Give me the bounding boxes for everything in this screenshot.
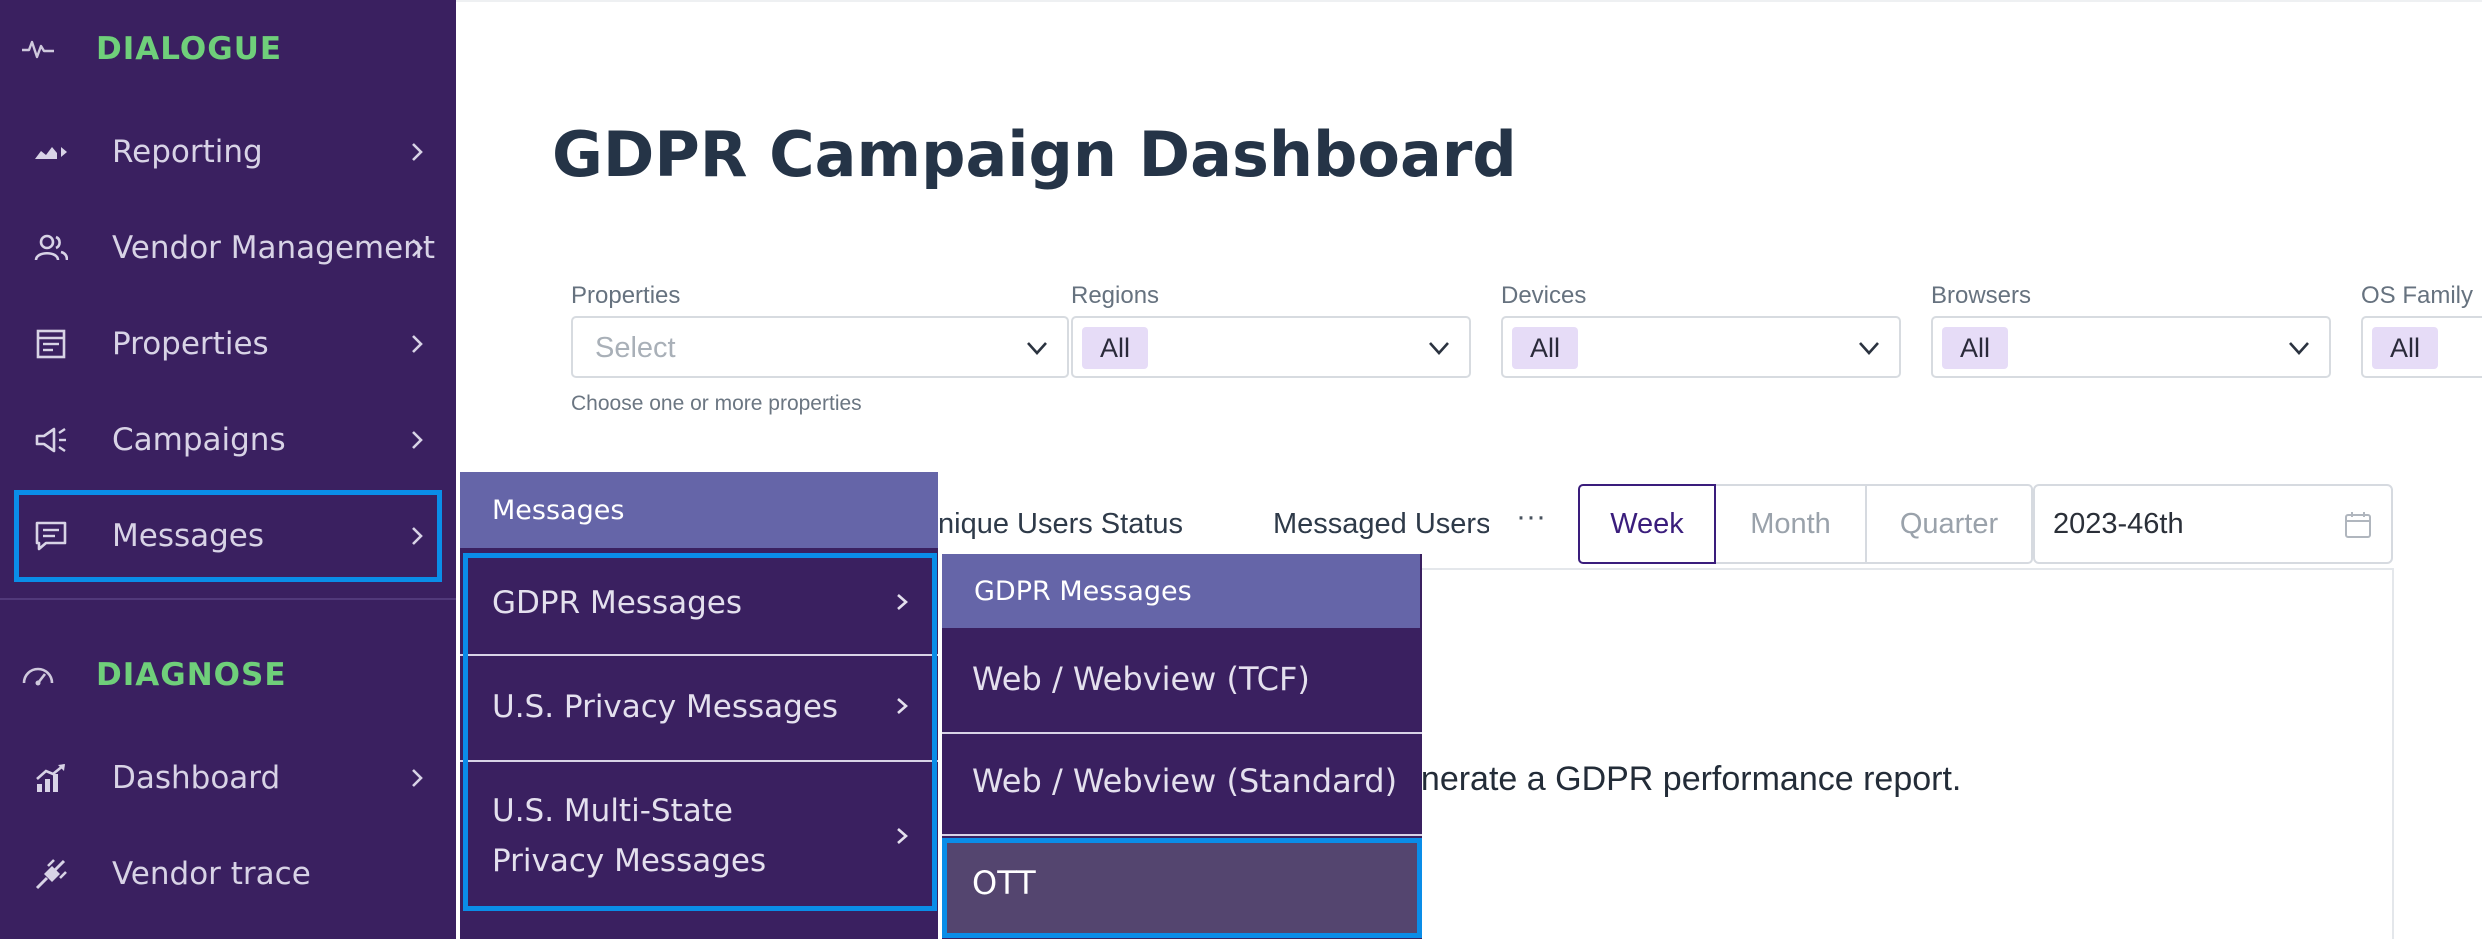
chevron-down-icon [2285,334,2313,362]
filter-devices: Devices All [1501,282,1901,378]
selected-tag: All [1082,327,1149,369]
section-label: DIALOGUE [96,31,283,67]
flyout-header-label: Messages [492,494,625,526]
chevron-down-icon [1425,334,1453,362]
menu-item-ott[interactable]: OTT [942,838,1422,938]
menu-item-web-webview-tcf[interactable]: Web / Webview (TCF) [942,634,1422,734]
devices-select[interactable]: All [1501,316,1901,378]
filter-browsers: Browsers All [1931,282,2331,378]
megaphone-icon [30,419,72,461]
sidebar-item-label: Vendor trace [112,856,311,892]
sidebar-item-label: Dashboard [112,760,281,796]
messages-flyout-menu: Messages GDPR Messages U.S. Privacy Mess… [460,472,938,939]
chevron-right-icon [894,590,914,620]
date-value: 2023-46th [2053,508,2184,540]
report-card [1380,568,2394,939]
section-label: DIAGNOSE [96,657,287,693]
chevron-right-icon [406,763,428,793]
filter-label: Regions [1071,282,1160,309]
sidebar-item-label: Vendor Management [112,230,435,266]
section-dialogue: DIALOGUE [0,14,456,84]
period-quarter-button[interactable]: Quarter [1865,484,2033,564]
sidebar: DIALOGUE Reporting Vendor Management Pro… [0,0,456,939]
menu-item-label: Web / Webview (TCF) [972,660,1310,698]
sidebar-item-label: Properties [112,326,269,362]
message-icon [30,515,72,557]
chevron-right-icon [406,329,428,359]
sidebar-item-reporting[interactable]: Reporting [0,104,456,200]
regions-select[interactable]: All [1071,316,1471,378]
filter-label: Browsers [1931,282,2032,309]
flyout-header-label: GDPR Messages [974,575,1192,607]
plug-icon [30,853,72,895]
chart-icon [30,131,72,173]
gauge-icon [18,655,58,695]
filter-regions: Regions All [1071,282,1471,378]
sidebar-item-properties[interactable]: Properties [0,296,456,392]
filter-label: Properties [571,282,681,309]
menu-item-web-webview-standard[interactable]: Web / Webview (Standard) [942,736,1422,836]
selected-tag: All [1512,327,1579,369]
tab-unique-users-status[interactable]: nique Users Status [938,508,1184,540]
users-icon [30,227,72,269]
chevron-right-icon [406,521,428,551]
sidebar-item-messages[interactable]: Messages [14,490,442,582]
calendar-icon [2343,510,2373,540]
sidebar-item-dashboard[interactable]: Dashboard [0,730,456,826]
os-family-select[interactable]: All [2361,316,2482,378]
chevron-right-icon [406,233,428,263]
selected-tag: All [2372,327,2439,369]
period-month-button[interactable]: Month [1714,484,1867,564]
chevron-right-icon [894,824,914,854]
activity-pulse-icon [18,29,58,69]
week-date-picker[interactable]: 2023-46th [2033,484,2393,564]
menu-item-label: OTT [972,864,1036,902]
filter-properties: Properties Select [571,282,1069,378]
period-week-button[interactable]: Week [1578,484,1716,564]
menu-item-label: U.S. Privacy Messages [492,689,839,725]
flyout-header: GDPR Messages [942,554,1420,628]
filter-label: OS Family [2361,282,2474,309]
sidebar-item-label: Campaigns [112,422,286,458]
chevron-right-icon [406,137,428,167]
filter-os-family: OS Family All [2361,282,2482,378]
browsers-select[interactable]: All [1931,316,2331,378]
select-placeholder: Select [595,332,676,364]
flyout-header: Messages [460,472,938,548]
property-icon [30,323,72,365]
properties-select[interactable]: Select [571,316,1069,378]
trend-chart-icon [30,757,72,799]
chevron-right-icon [894,694,914,724]
menu-item-label: GDPR Messages [492,585,742,621]
report-empty-message: enerate a GDPR performance report. [1402,760,1962,798]
menu-item-us-multistate-privacy-messages[interactable]: U.S. Multi-State Privacy Messages [460,764,938,914]
top-border [456,0,2482,2]
sidebar-item-vendor-trace[interactable]: Vendor trace [0,826,456,922]
menu-item-label: U.S. Multi-State Privacy Messages [492,793,767,879]
section-diagnose: DIAGNOSE [0,640,456,710]
gdpr-messages-flyout-menu: GDPR Messages Web / Webview (TCF) Web / … [942,554,1422,939]
sidebar-item-vendor-management[interactable]: Vendor Management [0,200,456,296]
sidebar-item-campaigns[interactable]: Campaigns [0,392,456,488]
filter-label: Devices [1501,282,1587,309]
more-tabs-button[interactable]: ··· [1516,500,1546,533]
sidebar-divider [0,598,456,600]
menu-item-us-privacy-messages[interactable]: U.S. Privacy Messages [460,658,938,762]
selected-tag: All [1942,327,2009,369]
chevron-down-icon [1023,334,1051,362]
menu-item-gdpr-messages[interactable]: GDPR Messages [460,552,938,656]
chevron-right-icon [406,425,428,455]
chevron-down-icon [1855,334,1883,362]
menu-item-label: Web / Webview (Standard) [972,762,1398,800]
page-title: GDPR Campaign Dashboard [552,118,1517,191]
properties-helper-text: Choose one or more properties [571,392,862,415]
sidebar-item-label: Messages [112,518,265,554]
sidebar-item-label: Reporting [112,134,263,170]
tab-messaged-users[interactable]: Messaged Users [1273,508,1489,540]
